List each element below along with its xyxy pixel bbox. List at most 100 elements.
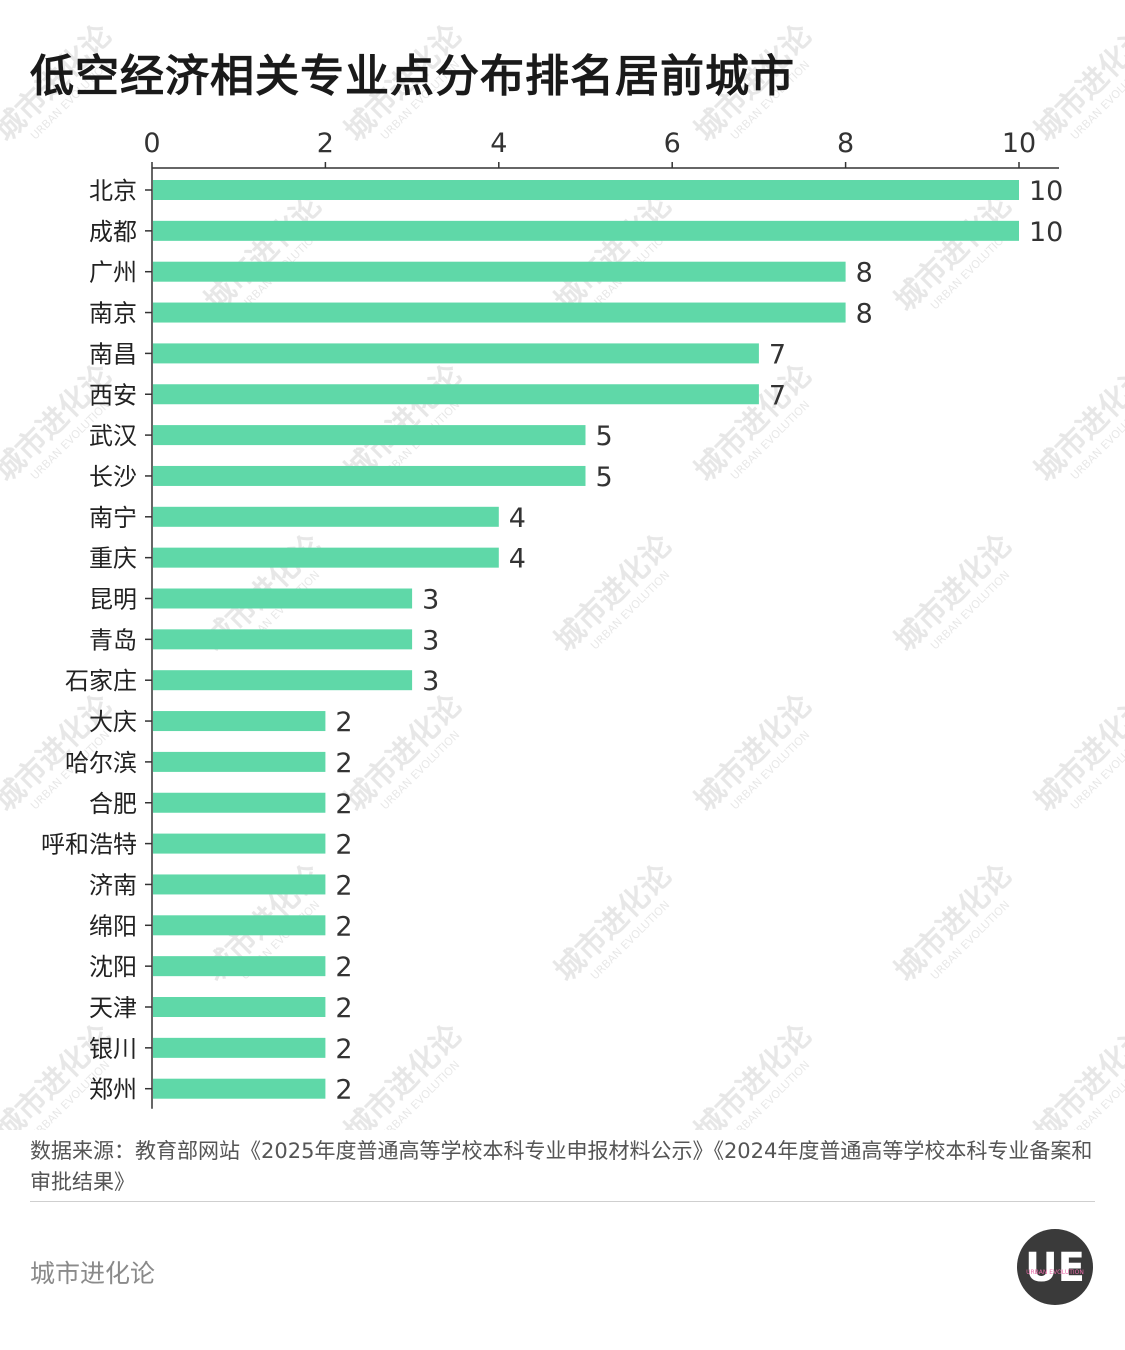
data-label: 2 (335, 707, 352, 738)
y-tick-label: 天津 (89, 994, 137, 1022)
watermark-text: 城市进化论 (888, 527, 1020, 659)
bar (153, 711, 326, 732)
watermark-text: 城市进化论 (688, 357, 820, 489)
data-label: 2 (335, 1075, 352, 1106)
footer-brand: 城市进化论 (30, 1259, 156, 1288)
y-tick-label: 沈阳 (89, 953, 137, 981)
x-axis: 0 2 4 6 8 10 (143, 128, 1059, 1109)
bar (153, 261, 846, 282)
data-label: 8 (856, 299, 873, 330)
data-label: 7 (769, 380, 786, 411)
data-label: 2 (335, 993, 352, 1024)
data-label: 7 (769, 339, 786, 370)
x-tick-label: 4 (490, 128, 507, 159)
bar (153, 629, 413, 650)
x-tick-label: 0 (143, 128, 160, 159)
watermark-text: 城市进化论 (198, 187, 330, 319)
data-label: 10 (1029, 176, 1063, 207)
bar (153, 302, 846, 323)
data-label: 4 (509, 503, 526, 534)
bar (153, 792, 326, 813)
bar (153, 425, 586, 446)
logo-letters: UE (1025, 1245, 1085, 1291)
y-tick-label: 青岛 (89, 626, 137, 654)
data-label: 2 (335, 1034, 352, 1065)
x-tick-label: 6 (664, 128, 681, 159)
chart-title: 低空经济相关专业点分布排名居前城市 (30, 51, 795, 102)
watermark-text: 城市进化论 (688, 17, 820, 149)
watermark-text: 城市进化论 (548, 527, 680, 659)
bar (153, 180, 1019, 200)
y-tick-label: 南昌 (89, 340, 137, 368)
y-tick-label: 合肥 (89, 790, 137, 818)
y-tick-label: 石家庄 (65, 667, 137, 695)
data-label: 2 (335, 911, 352, 942)
watermark-text: 城市进化论 (548, 187, 680, 319)
y-tick-label: 成都 (89, 218, 137, 246)
y-tick-label: 武汉 (89, 422, 137, 450)
bar (153, 547, 499, 568)
y-tick-label: 南京 (89, 300, 137, 328)
logo-subtext: URBAN EVOLUTION (1026, 1269, 1084, 1276)
footer-divider (30, 1201, 1095, 1202)
bar (153, 997, 326, 1017)
y-tick-label: 银川 (89, 1035, 137, 1063)
y-tick-label: 哈尔滨 (65, 749, 137, 777)
data-label: 2 (335, 870, 352, 901)
data-label: 2 (335, 952, 352, 983)
data-label: 2 (335, 789, 352, 820)
bar (153, 1037, 326, 1058)
bar (153, 956, 326, 977)
bar (153, 384, 759, 405)
y-tick-label: 重庆 (89, 545, 137, 573)
watermark-text: 城市进化论 (688, 687, 820, 819)
y-tick-label: 呼和浩特 (41, 831, 137, 859)
bar (153, 915, 326, 936)
bar (153, 588, 413, 609)
bar (153, 1078, 326, 1099)
data-label: 3 (422, 666, 439, 697)
bar (153, 874, 326, 895)
y-tick-label: 广州 (89, 259, 137, 287)
watermark-text: 城市进化论 (338, 687, 470, 819)
bar (153, 220, 1019, 241)
data-label: 5 (596, 421, 613, 452)
x-tick-label: 2 (317, 128, 334, 159)
bar (153, 506, 499, 527)
data-label: 10 (1029, 217, 1063, 248)
y-tick-label: 昆明 (89, 586, 137, 614)
y-tick-label: 济南 (89, 871, 137, 899)
y-tick-label: 郑州 (89, 1076, 137, 1104)
data-source-note: 数据来源：教育部网站《2025年度普通高等学校本科专业申报材料公示》《2024年… (30, 1139, 1093, 1194)
bar (153, 833, 326, 854)
bar (153, 343, 759, 364)
bar (153, 751, 326, 772)
x-tick-label: 8 (837, 128, 854, 159)
watermark-text: 城市进化论 (548, 857, 680, 989)
watermark-text: 城市进化论 (0, 17, 119, 149)
y-tick-label: 大庆 (89, 708, 137, 736)
brand-logo-icon: UE URBAN EVOLUTION (1017, 1229, 1093, 1305)
data-label: 8 (856, 258, 873, 289)
data-label: 2 (335, 830, 352, 861)
data-label: 4 (509, 544, 526, 575)
x-tick-label: 10 (1002, 128, 1036, 159)
bar (153, 670, 413, 691)
bars: 北京 10 成都 10 广州 8 南京 8 南昌 7 西安 7 武汉 5 长沙 5 南宁 4 重庆 4 昆明 3 青岛 3 石家… (41, 176, 1063, 1106)
data-label: 3 (422, 585, 439, 616)
